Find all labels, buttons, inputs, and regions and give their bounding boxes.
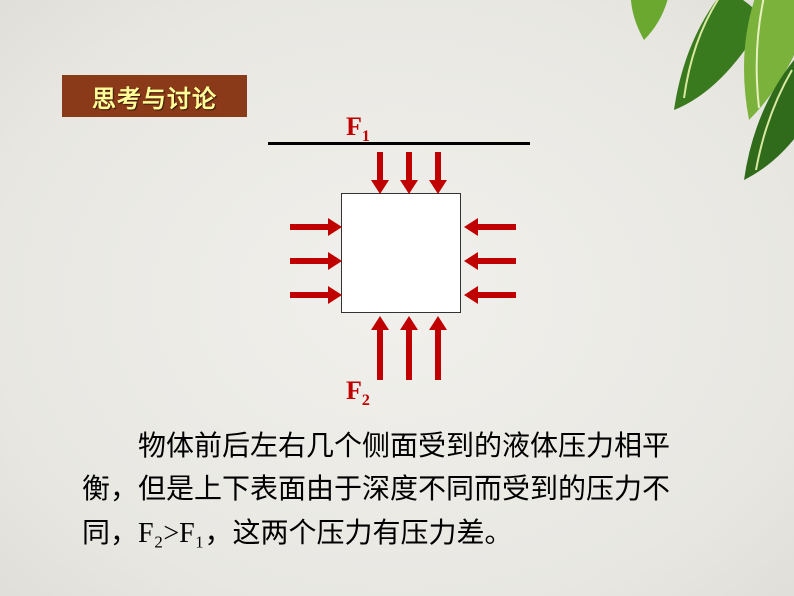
arrow-bottom	[400, 316, 418, 380]
label-f1: F1	[346, 112, 370, 146]
arrow-right	[464, 252, 516, 270]
label-f2: F2	[346, 376, 370, 410]
surface-line	[268, 142, 530, 145]
heading-box: 思考与讨论	[62, 75, 247, 117]
arrow-left	[290, 218, 342, 236]
body-text: 物体前后左右几个侧面受到的液体压力相平衡，但是上下表面由于深度不同而受到的压力不…	[82, 425, 722, 555]
arrow-top	[371, 152, 389, 194]
arrow-left	[290, 252, 342, 270]
arrow-right	[464, 218, 516, 236]
arrow-right	[464, 286, 516, 304]
arrow-bottom	[429, 316, 447, 380]
submerged-square	[341, 193, 461, 313]
arrow-top	[429, 152, 447, 194]
arrow-bottom	[371, 316, 389, 380]
decorative-leaves	[534, 0, 794, 200]
arrow-left	[290, 286, 342, 304]
heading-text: 思考与讨论	[92, 79, 217, 114]
arrow-top	[400, 152, 418, 194]
